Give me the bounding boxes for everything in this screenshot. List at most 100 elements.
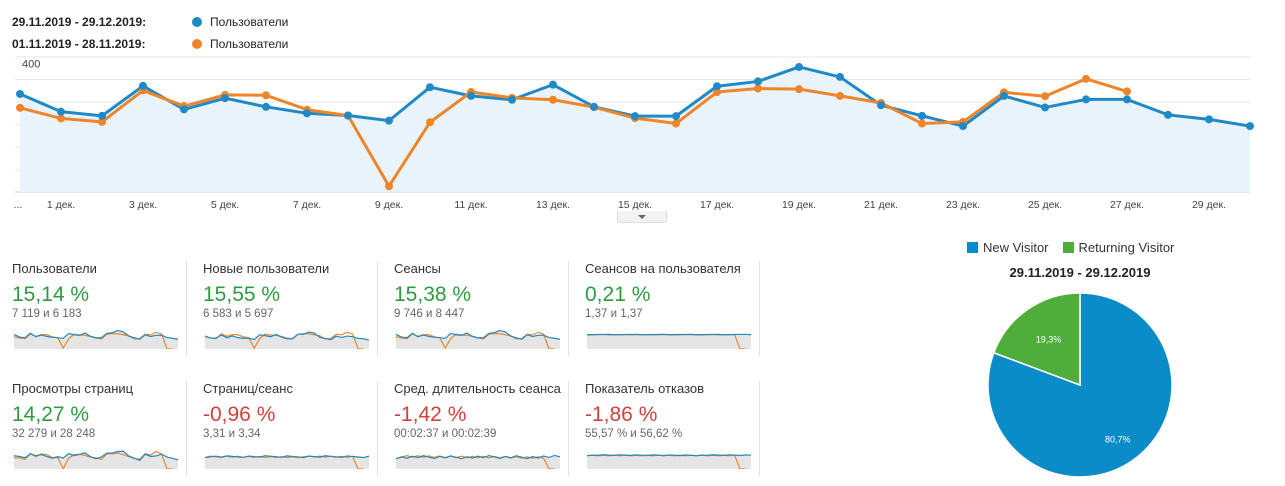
metric-sessions[interactable]: Сеансы 15,38 % 9 746 и 8 447	[394, 261, 569, 361]
metric-values: 6 583 и 5 697	[203, 308, 274, 320]
pie-date-range: 29.11.2019 - 29.12.2019	[1009, 265, 1151, 280]
data-point-current[interactable]	[426, 83, 434, 92]
pie-slice-new-visitor[interactable]	[987, 292, 1173, 478]
y-tick-label: 400	[22, 58, 40, 70]
metric-divider	[377, 261, 378, 356]
data-point-current[interactable]	[303, 109, 311, 118]
metric-sessions-per-user[interactable]: Сеансов на пользователя 0,21 % 1,37 и 1,…	[585, 261, 760, 361]
data-point-current[interactable]	[549, 80, 557, 89]
data-point-current[interactable]	[57, 107, 65, 116]
metric-sparkline	[395, 329, 561, 349]
pie-legend-label: Returning Visitor	[1078, 240, 1175, 255]
pie-legend-new-visitor[interactable]: New Visitor	[967, 240, 1049, 255]
pie-slice-label: 19,3%	[1036, 335, 1062, 345]
data-point-previous[interactable]	[1041, 92, 1049, 101]
data-point-previous[interactable]	[795, 85, 803, 94]
data-point-current[interactable]	[98, 111, 106, 120]
data-point-previous[interactable]	[713, 88, 721, 97]
data-point-current[interactable]	[1123, 95, 1131, 104]
x-tick-label: 27 дек.	[1110, 199, 1144, 211]
data-point-previous[interactable]	[549, 95, 557, 104]
data-point-current[interactable]	[795, 62, 803, 71]
data-point-current[interactable]	[1164, 110, 1172, 119]
metric-name: Показатель отказов	[585, 381, 705, 396]
metric-new-users[interactable]: Новые пользователи 15,55 % 6 583 и 5 697	[203, 261, 378, 361]
data-point-current[interactable]	[16, 89, 24, 98]
data-point-previous[interactable]	[262, 91, 270, 100]
data-point-previous[interactable]	[426, 118, 434, 127]
sparkline-previous	[204, 331, 364, 349]
x-tick-label: ...	[14, 199, 23, 211]
data-point-current[interactable]	[1082, 95, 1090, 104]
visitor-type-pie-chart[interactable]: 80,7% 19,3%	[985, 290, 1175, 480]
metric-users[interactable]: Пользователи 15,14 % 7 119 и 6 183	[12, 261, 187, 361]
metric-divider	[759, 381, 760, 476]
data-point-current[interactable]	[221, 94, 229, 103]
legend-row-current: 29.11.2019 - 29.12.2019: Пользователи	[12, 11, 288, 33]
data-point-previous[interactable]	[57, 114, 65, 123]
data-point-current[interactable]	[1205, 115, 1213, 124]
sparkline-current	[204, 455, 370, 459]
chart-collapse-toggle[interactable]	[617, 211, 667, 223]
data-point-current[interactable]	[1246, 122, 1254, 131]
metric-name: Пользователи	[12, 261, 97, 276]
x-tick-label: 11 дек.	[454, 199, 487, 211]
data-point-current[interactable]	[877, 101, 885, 110]
data-point-current[interactable]	[631, 112, 639, 121]
data-point-current[interactable]	[467, 91, 475, 100]
pie-swatch-new	[967, 242, 978, 253]
data-point-previous[interactable]	[385, 182, 393, 191]
data-point-previous[interactable]	[836, 91, 844, 100]
metric-change: -1,86 %	[585, 403, 658, 426]
data-point-current[interactable]	[918, 111, 926, 120]
data-point-previous[interactable]	[1082, 74, 1090, 83]
series-line-previous	[19, 77, 1128, 188]
metric-sparkline	[204, 331, 370, 349]
sparkline-area	[396, 330, 560, 349]
sparkline-area	[14, 451, 178, 469]
metric-sparkline	[204, 455, 370, 469]
metric-pages-per-session[interactable]: Страниц/сеанс -0,96 % 3,31 и 3,34	[203, 381, 378, 481]
metric-bounce-rate[interactable]: Показатель отказов -1,86 % 55,57 % и 56,…	[585, 381, 760, 481]
pie-legend-label: New Visitor	[983, 240, 1049, 255]
data-point-previous[interactable]	[754, 84, 762, 93]
data-point-current[interactable]	[139, 81, 147, 90]
x-tick-label: 29 дек.	[1192, 199, 1226, 211]
metric-change: 15,55 %	[203, 283, 281, 306]
data-point-current[interactable]	[262, 102, 270, 111]
data-point-current[interactable]	[959, 122, 967, 131]
data-point-current[interactable]	[836, 72, 844, 81]
data-point-previous[interactable]	[918, 119, 926, 128]
metric-change: -0,96 %	[203, 403, 276, 426]
pie-legend-returning-visitor[interactable]: Returning Visitor	[1062, 240, 1175, 255]
data-point-current[interactable]	[1000, 91, 1008, 100]
x-tick-label: 19 дек.	[782, 199, 816, 211]
data-point-current[interactable]	[508, 95, 516, 104]
data-point-previous[interactable]	[672, 119, 680, 128]
data-point-current[interactable]	[713, 82, 721, 91]
pie-slice-returning-visitor[interactable]	[992, 292, 1081, 387]
data-point-current[interactable]	[385, 116, 393, 125]
metric-name: Новые пользователи	[203, 261, 330, 276]
data-point-current[interactable]	[672, 112, 680, 121]
sparkline-current	[395, 454, 561, 460]
legend-label-current[interactable]: Пользователи	[210, 15, 289, 29]
legend-range-current: 29.11.2019 - 29.12.2019:	[12, 15, 147, 29]
data-point-current[interactable]	[590, 102, 598, 111]
data-point-current[interactable]	[754, 77, 762, 86]
users-line-chart[interactable]: 200400...1 дек.3 дек.5 дек.7 дек.9 дек.1…	[0, 50, 1285, 215]
data-point-previous[interactable]	[16, 103, 24, 112]
sparkline-current	[204, 331, 370, 341]
metric-avg-session-duration[interactable]: Сред. длительность сеанса -1,42 % 00:02:…	[394, 381, 569, 481]
metric-values: 00:02:37 и 00:02:39	[394, 428, 497, 440]
pie-legend: New Visitor Returning Visitor	[967, 240, 1188, 255]
data-point-current[interactable]	[180, 105, 188, 114]
legend-label-previous[interactable]: Пользователи	[210, 37, 289, 51]
data-point-current[interactable]	[344, 111, 352, 120]
metric-sparkline	[395, 454, 561, 469]
data-point-previous[interactable]	[1123, 87, 1131, 96]
metric-pageviews[interactable]: Просмотры страниц 14,27 % 32 279 и 28 24…	[12, 381, 187, 481]
metric-change: 0,21 %	[585, 283, 651, 306]
data-point-current[interactable]	[1041, 103, 1049, 112]
data-point-previous[interactable]	[98, 117, 106, 126]
